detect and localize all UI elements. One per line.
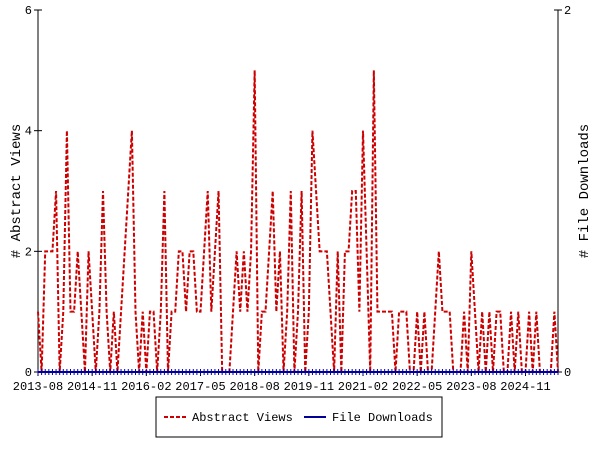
- y-tick-label: 6: [25, 4, 32, 18]
- x-tick-label: 2024-11: [500, 380, 550, 394]
- y2-axis-label: # File Downloads: [577, 124, 593, 258]
- x-tick-label: 2018-08: [229, 380, 279, 394]
- y-axis-label: # Abstract Views: [9, 124, 25, 258]
- legend: [155, 396, 443, 438]
- legend-label: File Downloads: [332, 411, 433, 425]
- x-tick-label: 2021-02: [338, 380, 388, 394]
- x-tick-label: 2013-08: [13, 380, 63, 394]
- x-tick-label: 2023-08: [446, 380, 496, 394]
- x-tick-label: 2022-05: [392, 380, 442, 394]
- y-tick-label: 4: [25, 125, 32, 139]
- y2-tick-label: 2: [564, 4, 571, 18]
- x-tick-label: 2014-11: [67, 380, 117, 394]
- x-tick-label: 2019-11: [284, 380, 334, 394]
- series-line: [37, 70, 559, 373]
- y2-tick-label: 0: [564, 366, 571, 380]
- y-tick-label: 0: [25, 366, 32, 380]
- legend-label: Abstract Views: [192, 411, 293, 425]
- x-tick-label: 2017-05: [175, 380, 225, 394]
- y-tick-label: 2: [25, 245, 32, 259]
- x-tick-label: 2016-02: [121, 380, 171, 394]
